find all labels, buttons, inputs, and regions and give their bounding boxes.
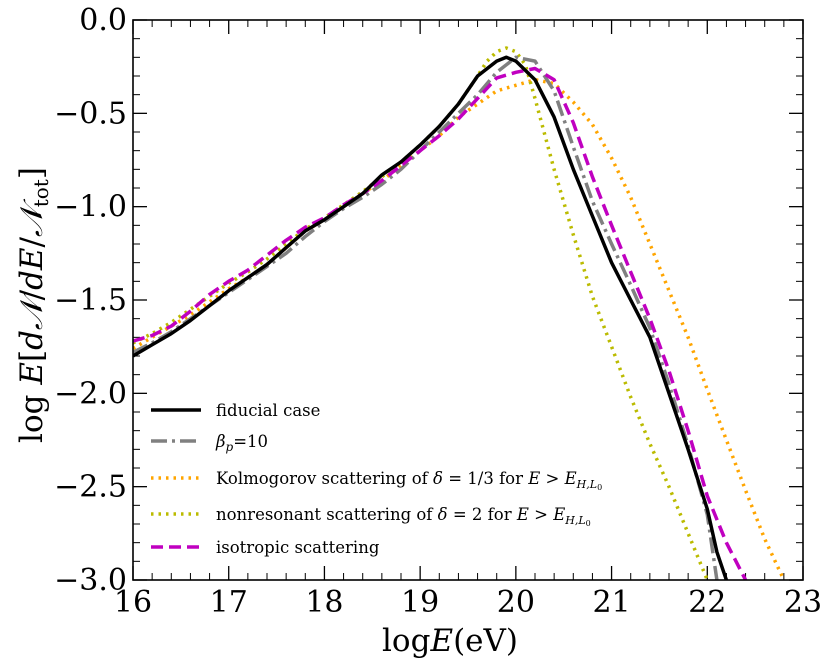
y-tick-label: −1.5 (54, 283, 127, 318)
y-tick-label: −2.5 (54, 470, 127, 505)
x-tick-label: 17 (210, 585, 248, 620)
x-tick-label: 22 (688, 585, 726, 620)
x-tick-label: 20 (497, 585, 535, 620)
y-tick-label: −0.5 (54, 96, 127, 131)
series-line-4 (133, 66, 748, 580)
axis-ticks (132, 19, 804, 581)
y-tick-label: −3.0 (54, 563, 127, 598)
y-tick-label: −2.0 (54, 376, 127, 411)
tick-labels: 16 17 18 19 20 21 22 23 0.0 −0.5 −1.0 −1.5 −2.0 −2.5 −… (54, 3, 822, 620)
legend-label-fiducial: fiducial case (216, 401, 320, 420)
series-line-3 (133, 46, 709, 580)
x-tick-label: 21 (592, 585, 630, 620)
y-tick-label: −1.0 (54, 190, 127, 225)
y-tick-label: 0.0 (79, 3, 127, 38)
x-axis-label: logE(eV) (382, 623, 518, 659)
legend-label-kolmogorov: Kolmogorov scattering of δ = 1/3 for E >… (216, 469, 602, 492)
legend: fiducial case βp=10 Kolmogorov scatterin… (151, 401, 602, 557)
legend-label-beta: βp=10 (215, 432, 268, 454)
plot-frame (132, 19, 804, 581)
series-line-0 (133, 55, 729, 580)
series-layer (133, 46, 786, 580)
legend-label-nonresonant: nonresonant scattering of δ = 2 for E > … (216, 505, 591, 528)
y-axis-label: log E[d𝒩/dE/𝒩tot] (14, 167, 53, 443)
series-line-1 (133, 55, 719, 580)
x-tick-label: 16 (114, 585, 152, 620)
legend-label-isotropic: isotropic scattering (216, 538, 380, 557)
x-tick-label: 19 (401, 585, 439, 620)
x-tick-label: 23 (784, 585, 822, 620)
x-tick-label: 18 (305, 585, 343, 620)
